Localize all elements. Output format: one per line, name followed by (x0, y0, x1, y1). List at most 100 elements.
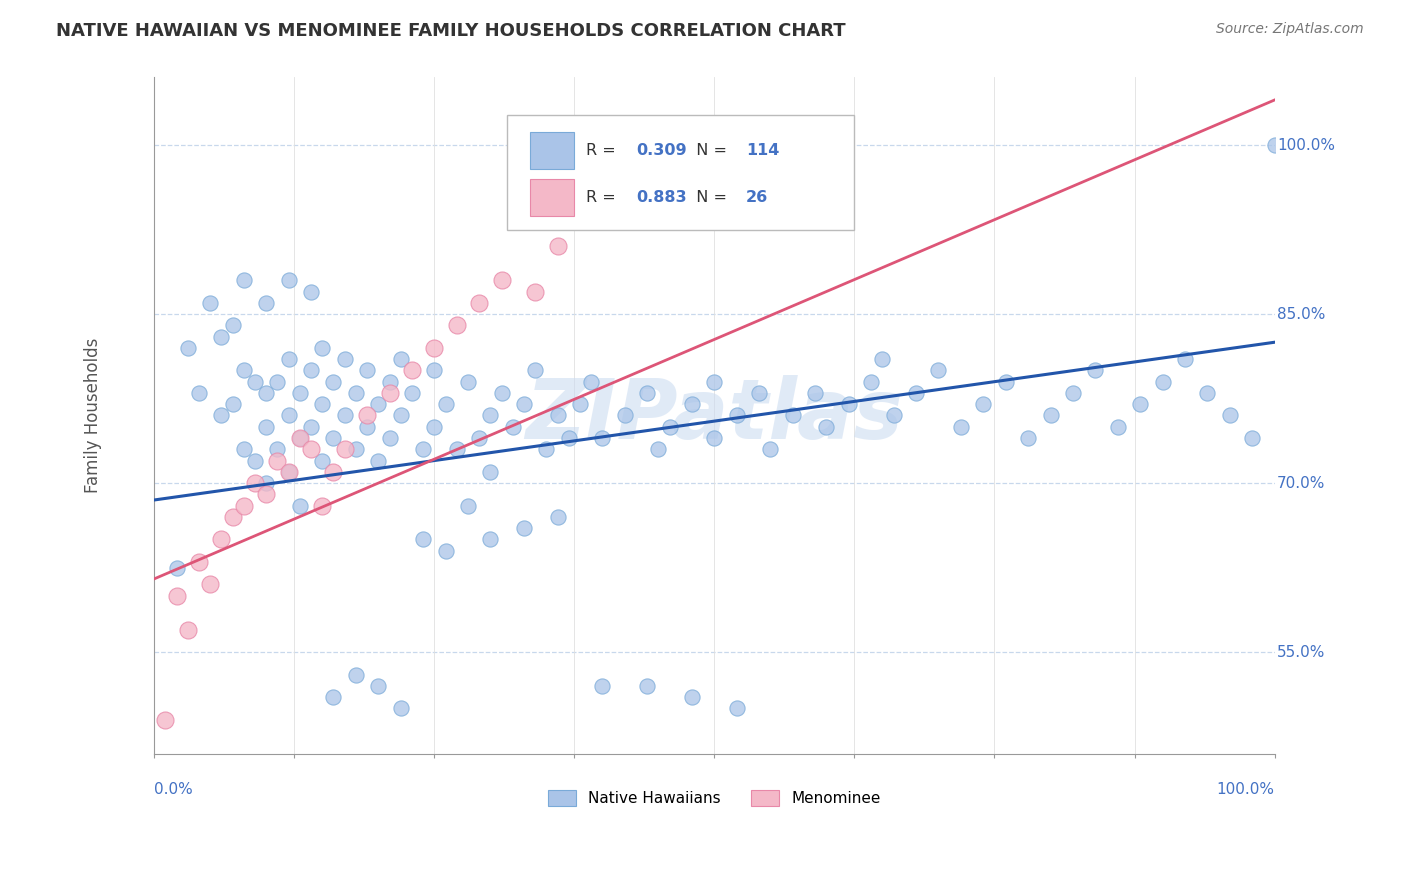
Point (838, 397, 860, 411)
Point (232, 499, 254, 513)
Point (254, 487, 277, 501)
Point (994, 375, 1017, 389)
Point (423, 419, 446, 434)
Point (389, 352, 412, 367)
Text: R =: R = (585, 143, 620, 158)
Point (378, 386, 401, 401)
Point (277, 273, 299, 287)
Point (155, 713, 177, 727)
Point (367, 679, 389, 693)
Point (949, 419, 972, 434)
Point (333, 409, 356, 423)
Text: R =: R = (585, 190, 620, 205)
Point (356, 409, 378, 423)
Point (860, 375, 883, 389)
Point (513, 521, 536, 535)
Point (299, 419, 322, 434)
Text: 26: 26 (745, 190, 768, 205)
Point (211, 409, 233, 423)
Point (322, 690, 344, 705)
Point (322, 375, 344, 389)
Point (299, 363, 322, 377)
Point (536, 442, 558, 457)
Point (1062, 386, 1084, 401)
Point (311, 453, 333, 467)
Point (344, 667, 367, 681)
Point (1107, 419, 1129, 434)
Point (1039, 409, 1062, 423)
Text: 100.0%: 100.0% (1277, 137, 1334, 153)
Point (804, 386, 827, 401)
Text: N =: N = (686, 190, 733, 205)
Point (177, 623, 200, 637)
Point (333, 442, 356, 457)
Point (613, 409, 636, 423)
Text: 0.309: 0.309 (636, 143, 686, 158)
Point (288, 499, 311, 513)
Point (883, 409, 905, 423)
Point (389, 701, 412, 715)
Point (479, 533, 502, 547)
Point (457, 499, 479, 513)
Point (579, 375, 602, 389)
Point (322, 431, 344, 445)
Point (636, 386, 658, 401)
Point (311, 499, 333, 513)
Point (446, 442, 468, 457)
Point (221, 509, 243, 524)
Point (211, 533, 233, 547)
Text: Source: ZipAtlas.com: Source: ZipAtlas.com (1216, 22, 1364, 37)
Point (254, 386, 277, 401)
Point (748, 386, 770, 401)
Point (277, 465, 299, 479)
Point (389, 409, 412, 423)
Point (457, 375, 479, 389)
Point (311, 397, 333, 411)
Point (232, 273, 254, 287)
Point (243, 375, 266, 389)
Point (1264, 138, 1286, 153)
Point (177, 341, 200, 355)
Point (166, 589, 188, 603)
Point (412, 442, 434, 457)
FancyBboxPatch shape (508, 115, 855, 229)
Point (277, 352, 299, 367)
Point (356, 363, 378, 377)
Point (725, 409, 748, 423)
Point (288, 386, 311, 401)
Point (367, 453, 389, 467)
Point (1174, 352, 1197, 367)
Point (211, 329, 233, 343)
Point (1084, 363, 1107, 377)
Point (591, 431, 613, 445)
Point (703, 375, 725, 389)
Point (423, 363, 446, 377)
Point (299, 285, 322, 299)
Point (200, 577, 222, 591)
Point (412, 533, 434, 547)
Point (782, 409, 804, 423)
Text: NATIVE HAWAIIAN VS MENOMINEE FAMILY HOUSEHOLDS CORRELATION CHART: NATIVE HAWAIIAN VS MENOMINEE FAMILY HOUS… (56, 22, 846, 40)
Point (547, 409, 569, 423)
Point (1017, 431, 1039, 445)
Point (681, 397, 703, 411)
Text: 114: 114 (745, 143, 779, 158)
Point (636, 679, 658, 693)
Point (547, 509, 569, 524)
Point (1241, 431, 1264, 445)
Text: 0.883: 0.883 (636, 190, 686, 205)
Point (434, 543, 457, 558)
Point (288, 431, 311, 445)
Point (401, 363, 423, 377)
Point (333, 352, 356, 367)
Point (491, 386, 513, 401)
Point (524, 285, 547, 299)
Point (243, 476, 266, 491)
Text: 0.0%: 0.0% (155, 781, 193, 797)
Point (266, 375, 288, 389)
Point (288, 431, 311, 445)
Point (423, 341, 446, 355)
Point (166, 560, 188, 574)
Point (378, 375, 401, 389)
Text: 70.0%: 70.0% (1277, 475, 1326, 491)
